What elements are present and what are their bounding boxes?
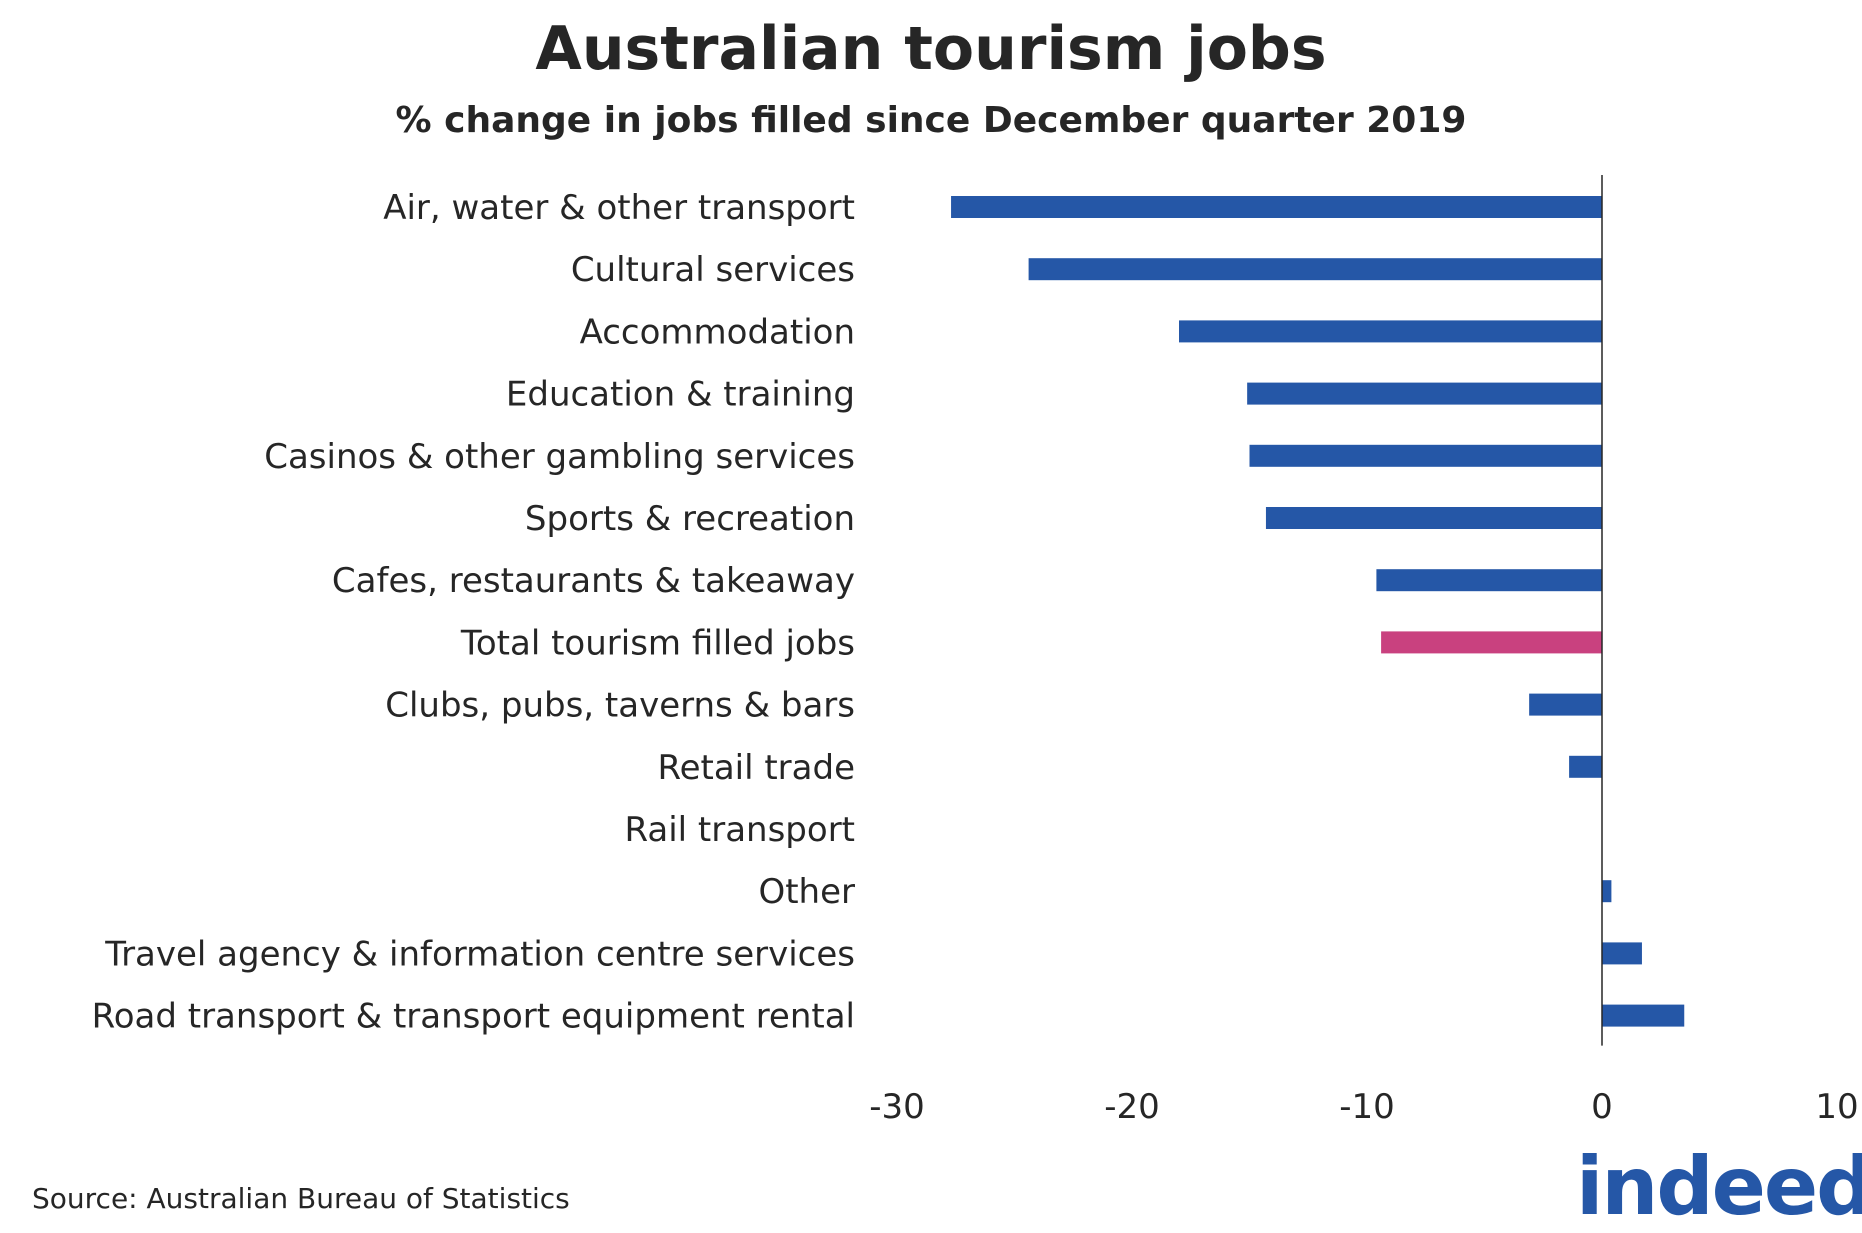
category-label: Other <box>758 872 855 912</box>
x-tick-label: -10 <box>1339 1087 1395 1127</box>
category-label: Travel agency & information centre servi… <box>104 934 855 974</box>
bar <box>1569 755 1602 778</box>
indeed-logo: indeed <box>1576 1140 1862 1233</box>
category-label: Education & training <box>506 375 855 415</box>
category-label: Rail transport <box>624 810 855 850</box>
x-tick-label: -20 <box>1104 1087 1160 1127</box>
source-note: Source: Australian Bureau of Statistics <box>32 1182 570 1215</box>
chart-title: Australian tourism jobs <box>535 14 1327 84</box>
bar <box>1179 320 1602 343</box>
category-label: Total tourism filled jobs <box>460 623 855 663</box>
category-label: Cafes, restaurants & takeaway <box>332 561 855 601</box>
category-label: Casinos & other gambling services <box>264 437 855 477</box>
x-tick-label: 0 <box>1591 1087 1613 1127</box>
category-label: Air, water & other transport <box>383 188 855 228</box>
bar <box>1028 258 1602 281</box>
chart-subtitle: % change in jobs filled since December q… <box>395 100 1467 141</box>
category-label: Accommodation <box>580 312 855 352</box>
category-label: Retail trade <box>657 748 855 788</box>
bar <box>1265 507 1602 529</box>
x-tick-label: -30 <box>869 1087 925 1127</box>
bar <box>1376 569 1602 592</box>
category-label: Road transport & transport equipment ren… <box>92 997 855 1037</box>
category-label: Sports & recreation <box>525 499 855 539</box>
bar <box>1249 444 1602 467</box>
bar <box>951 196 1602 218</box>
bar <box>1529 693 1602 716</box>
bar <box>1602 880 1612 903</box>
x-tick-label: 10 <box>1815 1087 1858 1127</box>
category-label: Clubs, pubs, taverns & bars <box>385 686 855 726</box>
bar <box>1602 1004 1685 1027</box>
bar <box>1602 942 1642 965</box>
category-label: Cultural services <box>571 250 855 290</box>
bar <box>1247 382 1602 405</box>
bar <box>1381 631 1602 654</box>
